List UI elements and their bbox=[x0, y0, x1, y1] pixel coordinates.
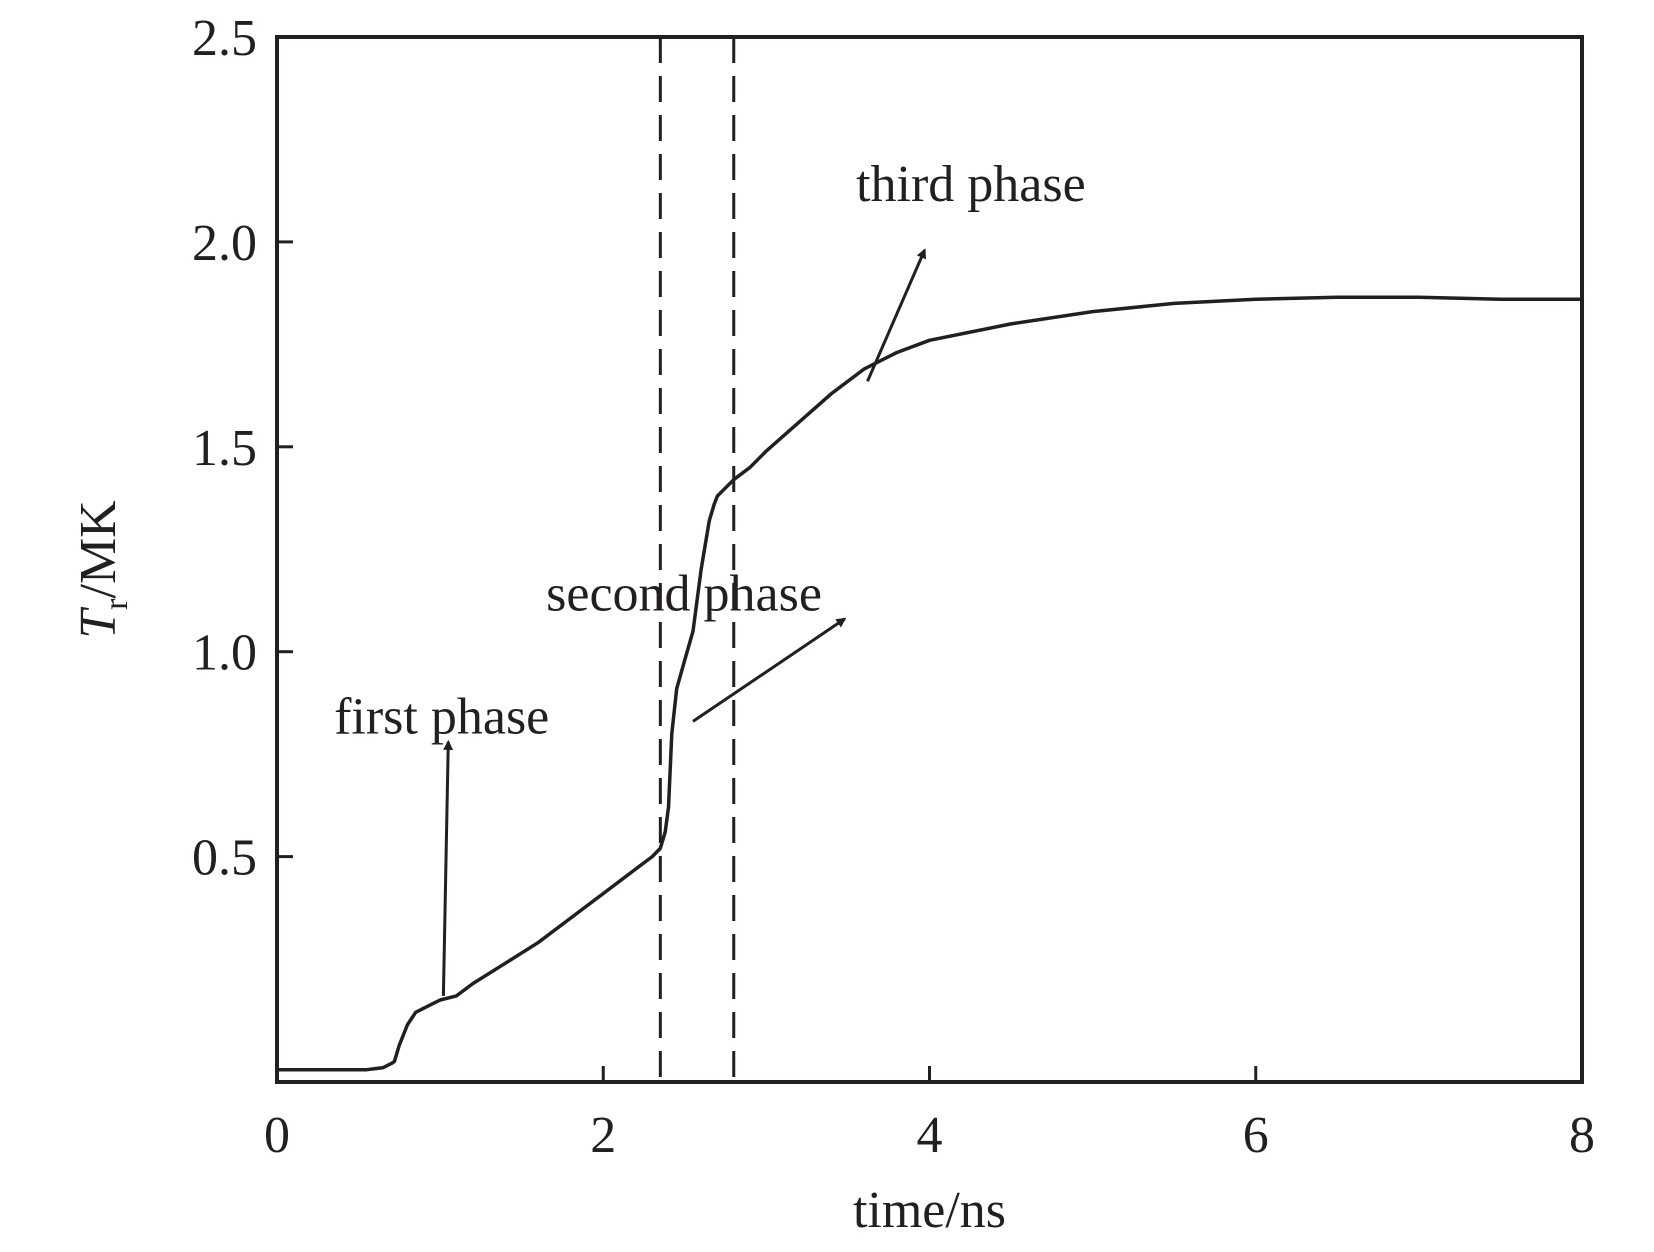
x-tick-label: 4 bbox=[917, 1107, 943, 1164]
axes: 0 2 4 6 8 0.5 1.0 1.5 2.0 2.5 bbox=[192, 10, 1595, 1164]
y-tick-label: 2.5 bbox=[192, 10, 257, 67]
y-axis-title-unit: /MK bbox=[70, 500, 127, 599]
annotation-arrow bbox=[441, 739, 454, 996]
annotation-arrow bbox=[866, 248, 926, 382]
y-tick-label: 1.0 bbox=[192, 625, 257, 682]
y-axis-title-subscript: r bbox=[98, 598, 135, 610]
x-tick-label: 6 bbox=[1243, 1107, 1269, 1164]
plot-area: first phase second phase third phase bbox=[277, 37, 1582, 1082]
x-tick-label: 8 bbox=[1569, 1107, 1595, 1164]
annotation-label: third phase bbox=[856, 156, 1086, 213]
y-axis-title-symbol: T bbox=[70, 607, 127, 639]
x-tick-label: 2 bbox=[590, 1107, 616, 1164]
annotation-label: first phase bbox=[334, 689, 549, 746]
x-axis-title: time/ns bbox=[853, 1182, 1006, 1239]
series-line bbox=[277, 295, 1582, 1072]
y-tick-label: 2.0 bbox=[192, 215, 257, 272]
x-tick-label: 0 bbox=[264, 1107, 290, 1164]
y-tick-label: 1.5 bbox=[192, 420, 257, 477]
y-tick-label: 0.5 bbox=[192, 830, 257, 887]
annotation-arrow bbox=[692, 617, 847, 723]
annotation-label: second phase bbox=[546, 566, 822, 623]
y-axis-title: Tr/MK bbox=[70, 500, 135, 639]
